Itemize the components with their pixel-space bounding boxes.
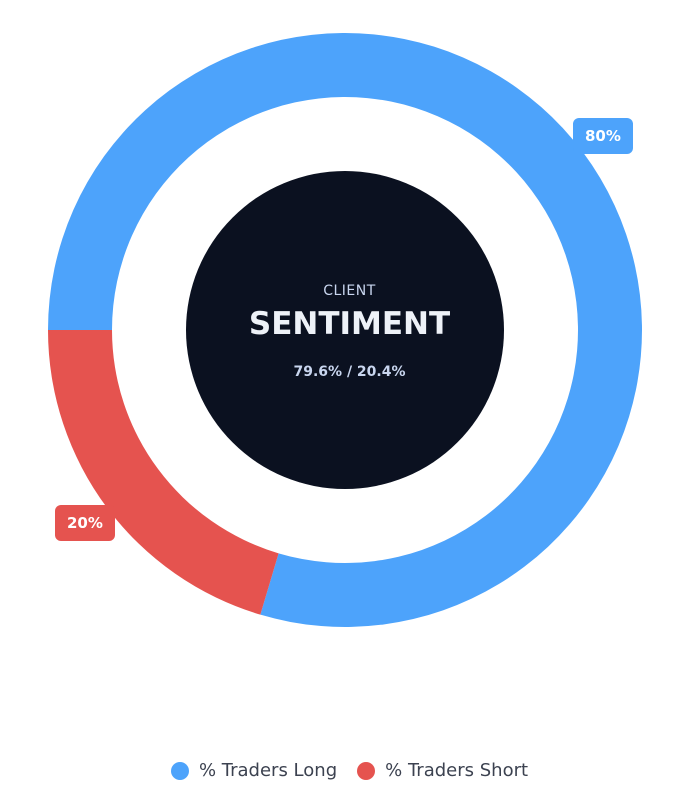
- legend-swatch-short: [357, 761, 376, 780]
- legend-item-long[interactable]: % Traders Long: [170, 760, 338, 781]
- legend-label-long: % Traders Long: [198, 760, 338, 781]
- legend-item-short[interactable]: % Traders Short: [357, 760, 528, 781]
- data-label-long: 80%: [573, 118, 633, 154]
- center-eyebrow: CLIENT: [323, 283, 376, 299]
- center-title: SENTIMENT: [248, 306, 451, 342]
- legend-label-short: % Traders Short: [385, 760, 529, 781]
- donut-slice-short[interactable]: [47, 330, 279, 615]
- legend: % Traders Long % Traders Short: [0, 760, 699, 781]
- legend-swatch-long: [170, 761, 189, 780]
- center-subtitle: 79.6% / 20.4%: [293, 364, 406, 380]
- data-label-short: 20%: [55, 505, 115, 541]
- center-disc: [186, 171, 504, 489]
